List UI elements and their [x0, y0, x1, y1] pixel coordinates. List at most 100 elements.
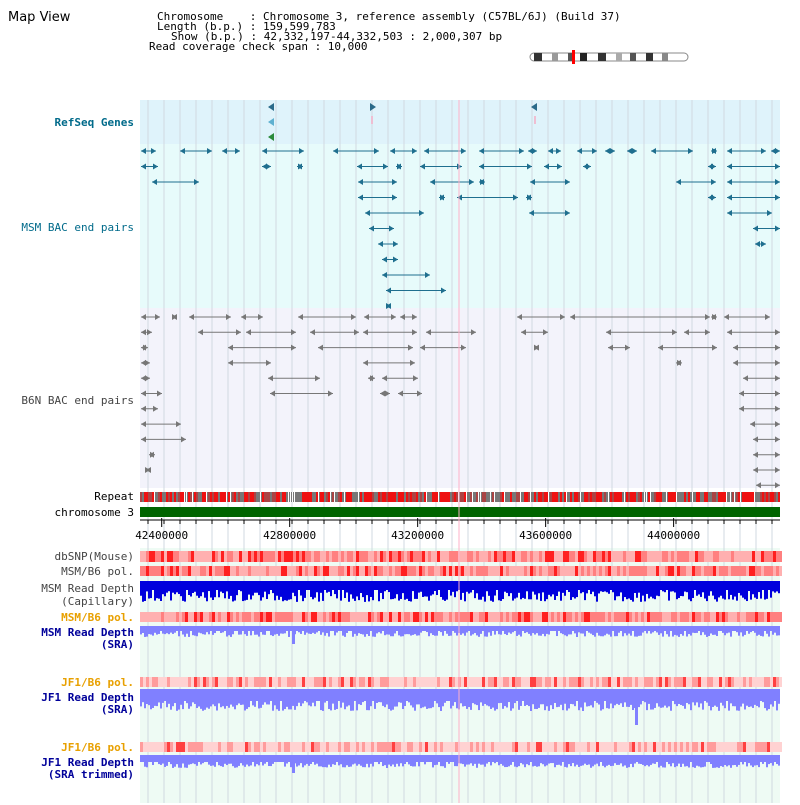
bac-end-marker[interactable]: [370, 375, 375, 382]
bac-end-marker[interactable]: [712, 314, 717, 320]
bac-end-marker[interactable]: [727, 194, 732, 201]
bac-end-marker[interactable]: [382, 375, 387, 382]
bac-end-marker[interactable]: [365, 210, 370, 216]
bac-end-marker[interactable]: [391, 314, 396, 320]
bac-end-marker[interactable]: [688, 148, 693, 154]
gene-marker[interactable]: [268, 118, 274, 126]
bac-end-marker[interactable]: [145, 375, 150, 382]
bac-end-marker[interactable]: [363, 359, 368, 366]
bac-end-marker[interactable]: [532, 148, 537, 154]
bac-end-marker[interactable]: [241, 314, 246, 320]
bac-end-marker[interactable]: [298, 163, 303, 170]
bac-end-marker[interactable]: [775, 482, 780, 489]
bac-end-marker[interactable]: [419, 210, 424, 216]
bac-end-marker[interactable]: [145, 359, 150, 366]
bac-end-marker[interactable]: [521, 329, 526, 336]
bac-end-marker[interactable]: [712, 344, 717, 351]
bac-end-marker[interactable]: [775, 390, 780, 397]
bac-end-marker[interactable]: [605, 148, 610, 154]
bac-end-marker[interactable]: [408, 344, 413, 351]
bac-end-marker[interactable]: [727, 179, 732, 185]
bac-end-marker[interactable]: [761, 148, 766, 154]
bac-end-marker[interactable]: [775, 405, 780, 412]
bac-end-marker[interactable]: [517, 314, 522, 320]
bac-end-marker[interactable]: [380, 390, 385, 397]
bac-end-marker[interactable]: [684, 329, 689, 336]
bac-end-marker[interactable]: [228, 344, 233, 351]
bac-end-marker[interactable]: [246, 329, 251, 336]
bac-end-marker[interactable]: [625, 344, 630, 351]
bac-end-marker[interactable]: [194, 179, 199, 185]
bac-end-marker[interactable]: [141, 375, 146, 382]
bac-end-marker[interactable]: [775, 344, 780, 351]
bac-end-marker[interactable]: [374, 148, 379, 154]
bac-end-marker[interactable]: [479, 163, 484, 170]
bac-end-marker[interactable]: [141, 163, 146, 170]
bac-end-marker[interactable]: [557, 163, 562, 170]
bac-end-marker[interactable]: [226, 314, 231, 320]
gene-marker[interactable]: [531, 103, 537, 111]
bac-end-marker[interactable]: [565, 210, 570, 216]
bac-end-marker[interactable]: [392, 179, 397, 185]
bac-end-marker[interactable]: [755, 241, 760, 247]
bac-end-marker[interactable]: [393, 256, 398, 263]
bac-end-marker[interactable]: [610, 148, 615, 154]
bac-end-marker[interactable]: [389, 225, 394, 232]
gene-marker[interactable]: [268, 133, 274, 141]
bac-end-marker[interactable]: [318, 344, 323, 351]
repeat-track[interactable]: [140, 492, 780, 502]
bac-end-marker[interactable]: [189, 314, 194, 320]
bac-end-marker[interactable]: [417, 390, 422, 397]
bac-end-marker[interactable]: [775, 375, 780, 382]
bac-end-marker[interactable]: [157, 390, 162, 397]
bac-end-marker[interactable]: [385, 390, 390, 397]
msm-bac-pairs[interactable]: [141, 148, 780, 309]
refseq-genes[interactable]: [268, 103, 537, 141]
bac-end-marker[interactable]: [527, 194, 532, 201]
bac-end-marker[interactable]: [412, 148, 417, 154]
bac-end-marker[interactable]: [775, 421, 780, 428]
bac-end-marker[interactable]: [400, 314, 405, 320]
bac-end-marker[interactable]: [266, 163, 271, 170]
bac-end-marker[interactable]: [141, 405, 146, 412]
bac-end-marker[interactable]: [383, 163, 388, 170]
bac-end-marker[interactable]: [426, 329, 431, 336]
bac-end-marker[interactable]: [291, 329, 296, 336]
bac-end-marker[interactable]: [586, 163, 591, 170]
bac-end-marker[interactable]: [410, 359, 415, 366]
bac-end-marker[interactable]: [358, 179, 363, 185]
bac-end-marker[interactable]: [357, 163, 362, 170]
bac-end-marker[interactable]: [354, 329, 359, 336]
bac-end-marker[interactable]: [222, 148, 227, 154]
bac-end-marker[interactable]: [519, 148, 524, 154]
chromosome-ideogram[interactable]: [529, 50, 689, 64]
bac-end-marker[interactable]: [530, 179, 535, 185]
bac-end-marker[interactable]: [753, 467, 758, 473]
bac-end-marker[interactable]: [310, 329, 315, 336]
bac-end-marker[interactable]: [753, 225, 758, 232]
bac-end-marker[interactable]: [771, 148, 776, 154]
bac-end-marker[interactable]: [382, 256, 387, 263]
bac-end-marker[interactable]: [430, 179, 435, 185]
bac-end-marker[interactable]: [150, 451, 155, 458]
bac-end-marker[interactable]: [363, 329, 368, 336]
bac-end-marker[interactable]: [369, 225, 374, 232]
bac-end-marker[interactable]: [534, 344, 539, 351]
bac-end-marker[interactable]: [676, 179, 681, 185]
bac-end-marker[interactable]: [705, 314, 710, 320]
bac-end-marker[interactable]: [592, 148, 597, 154]
bac-end-marker[interactable]: [544, 163, 549, 170]
gene-marker[interactable]: [268, 103, 274, 111]
bac-end-marker[interactable]: [705, 329, 710, 336]
bac-end-marker[interactable]: [262, 163, 267, 170]
bac-end-marker[interactable]: [398, 390, 403, 397]
bac-end-marker[interactable]: [298, 314, 303, 320]
bac-end-marker[interactable]: [153, 405, 158, 412]
bac-end-marker[interactable]: [270, 390, 275, 397]
bac-end-marker[interactable]: [172, 314, 177, 320]
bac-end-marker[interactable]: [556, 148, 561, 154]
bac-end-marker[interactable]: [608, 344, 613, 351]
bac-end-marker[interactable]: [543, 329, 548, 336]
bac-end-marker[interactable]: [733, 359, 738, 366]
bac-end-marker[interactable]: [236, 329, 241, 336]
